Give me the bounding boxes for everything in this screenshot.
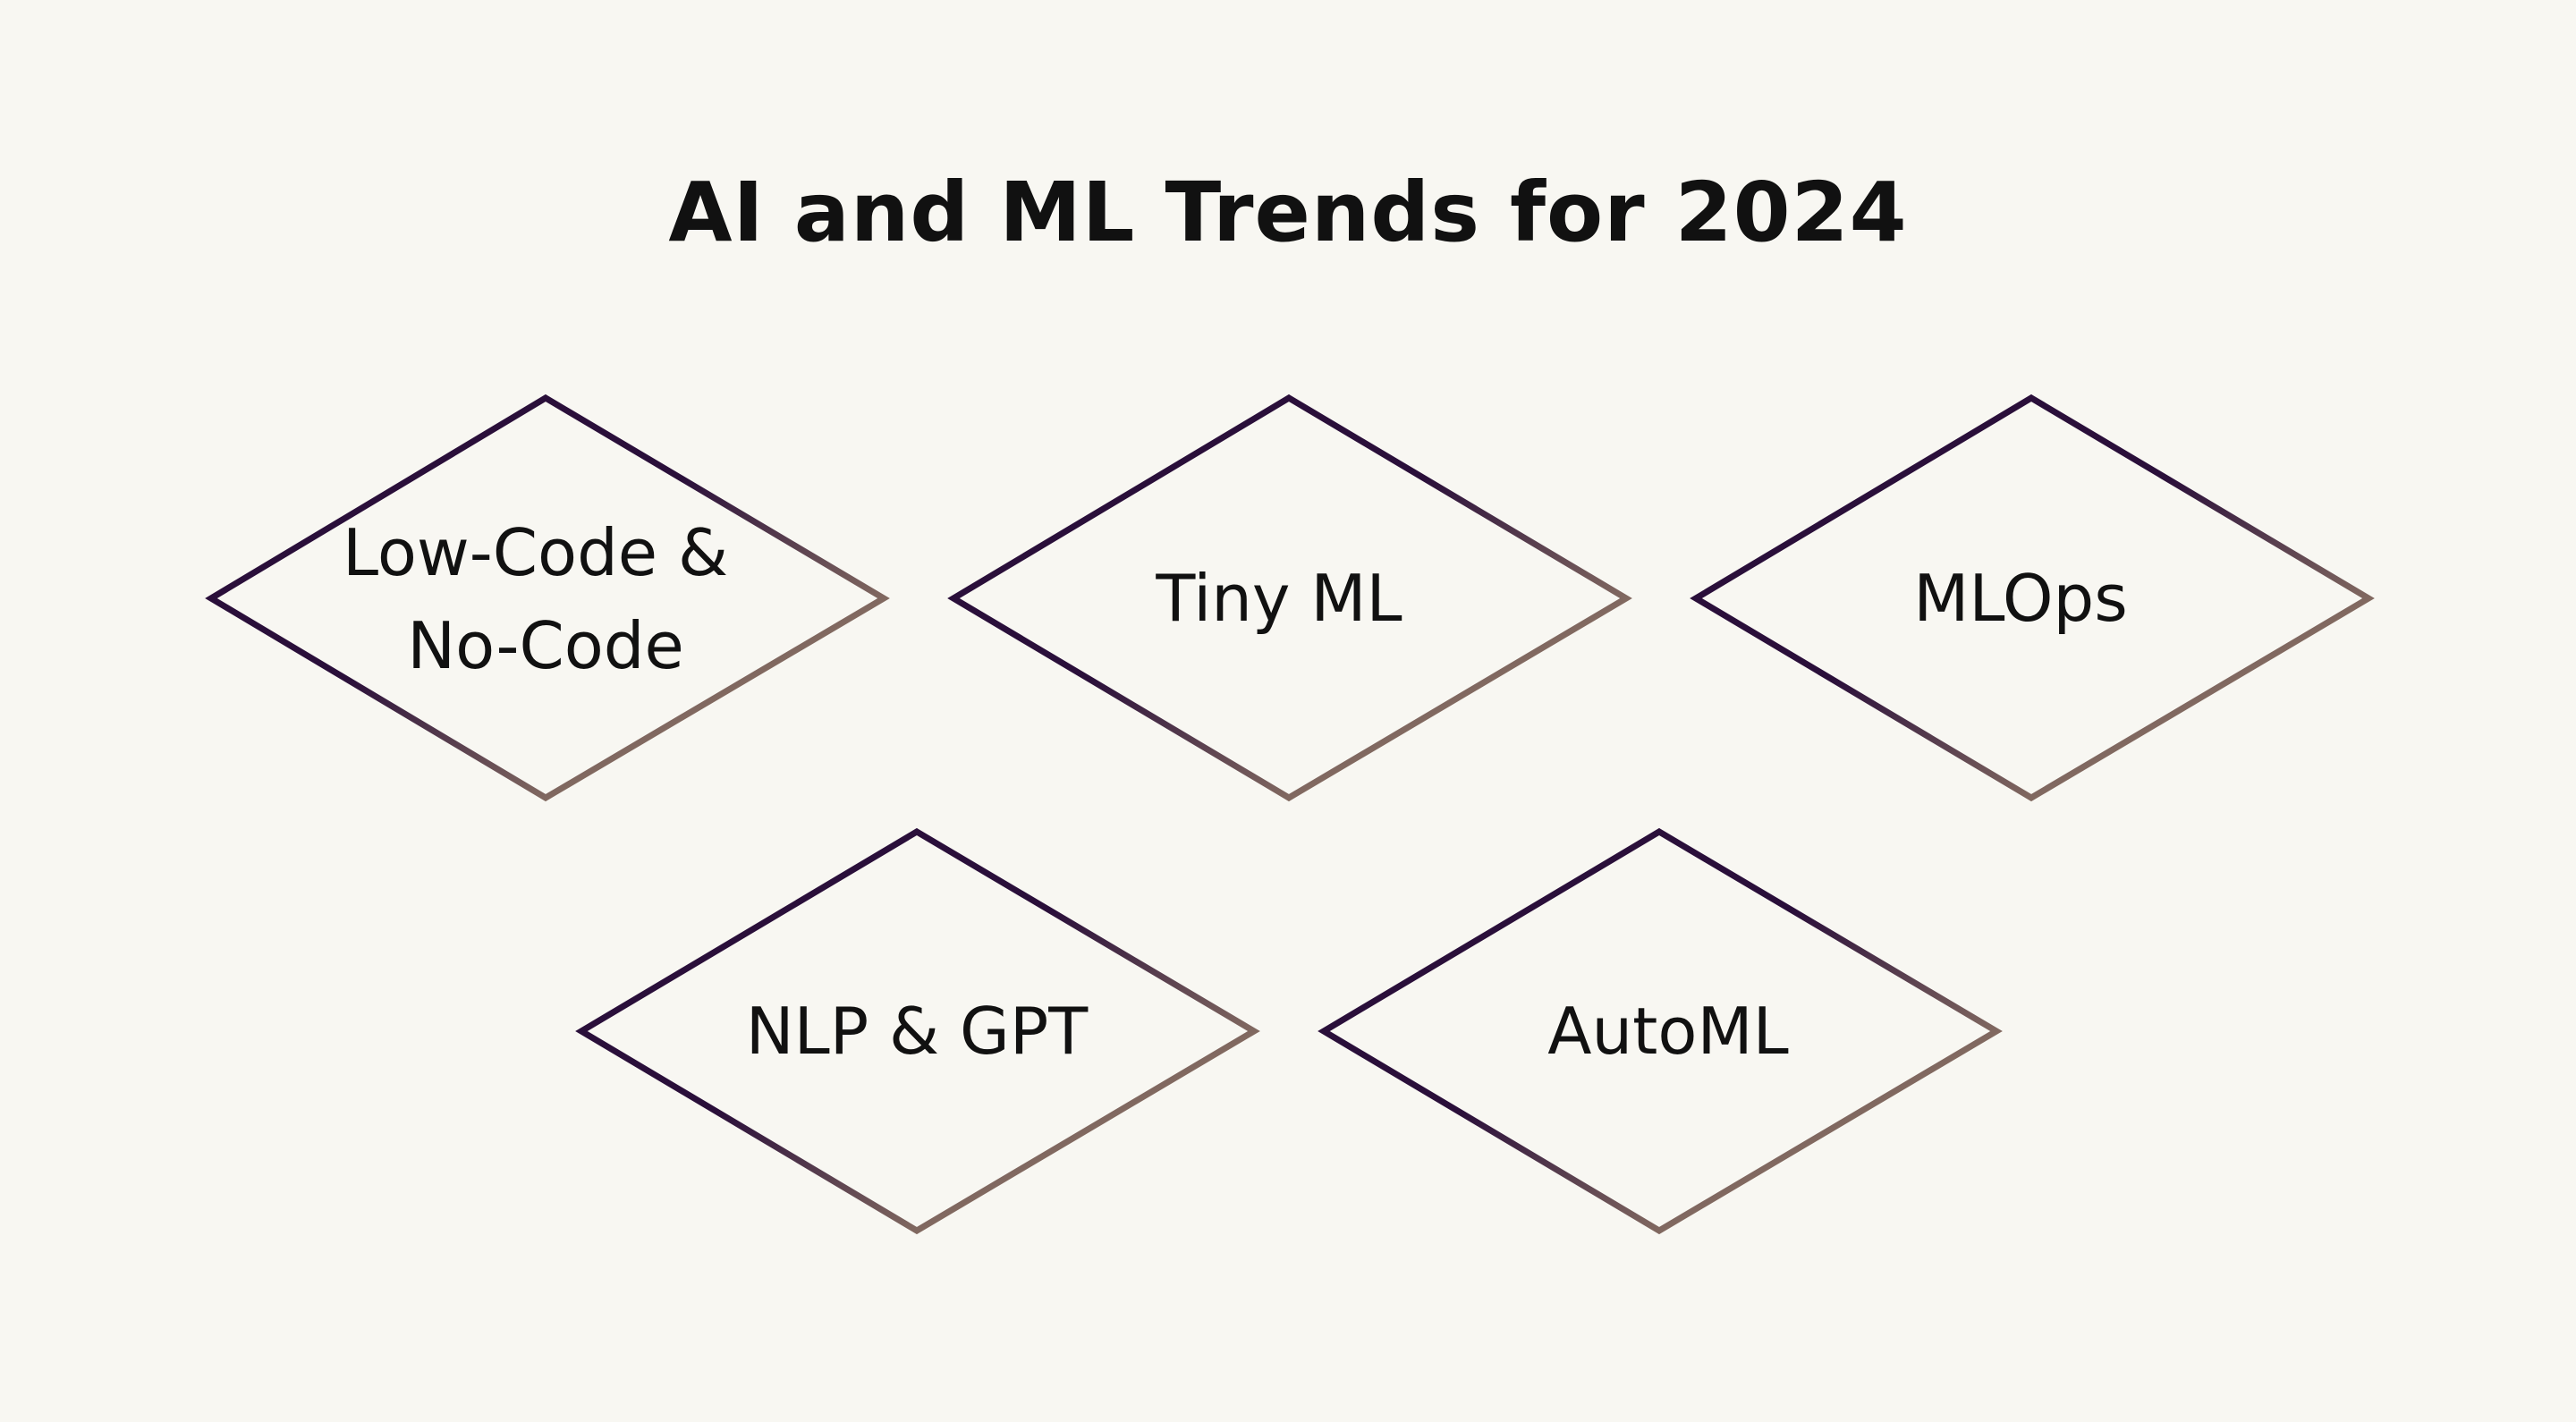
- diamond-shape: [947, 394, 1632, 802]
- trend-diamond-nlp-gpt: NLP & GPT: [575, 827, 1260, 1235]
- trend-label-line-1: Low-Code &: [343, 515, 728, 590]
- trend-label: Low-Code & No-Code: [343, 515, 749, 683]
- diamond-shape: [1690, 394, 2375, 802]
- trend-diamond-automl: AutoML: [1318, 827, 2003, 1235]
- diamond-shape: [575, 827, 1260, 1235]
- trend-label: MLOps: [1913, 561, 2128, 636]
- diamond-shape: [1318, 827, 2003, 1235]
- trend-diamond-mlops: MLOps: [1690, 394, 2375, 802]
- diagram-title: AI and ML Trends for 2024: [668, 165, 1908, 260]
- trend-label: NLP & GPT: [746, 994, 1089, 1069]
- trend-diamond-low-code: Low-Code & No-Code: [205, 394, 890, 802]
- diamond-shape: [205, 394, 890, 802]
- trend-label: Tiny ML: [1155, 561, 1402, 636]
- trend-diamond-tiny-ml: Tiny ML: [947, 394, 1632, 802]
- trend-label-line-2: No-Code: [407, 608, 684, 683]
- trend-label: AutoML: [1547, 994, 1788, 1069]
